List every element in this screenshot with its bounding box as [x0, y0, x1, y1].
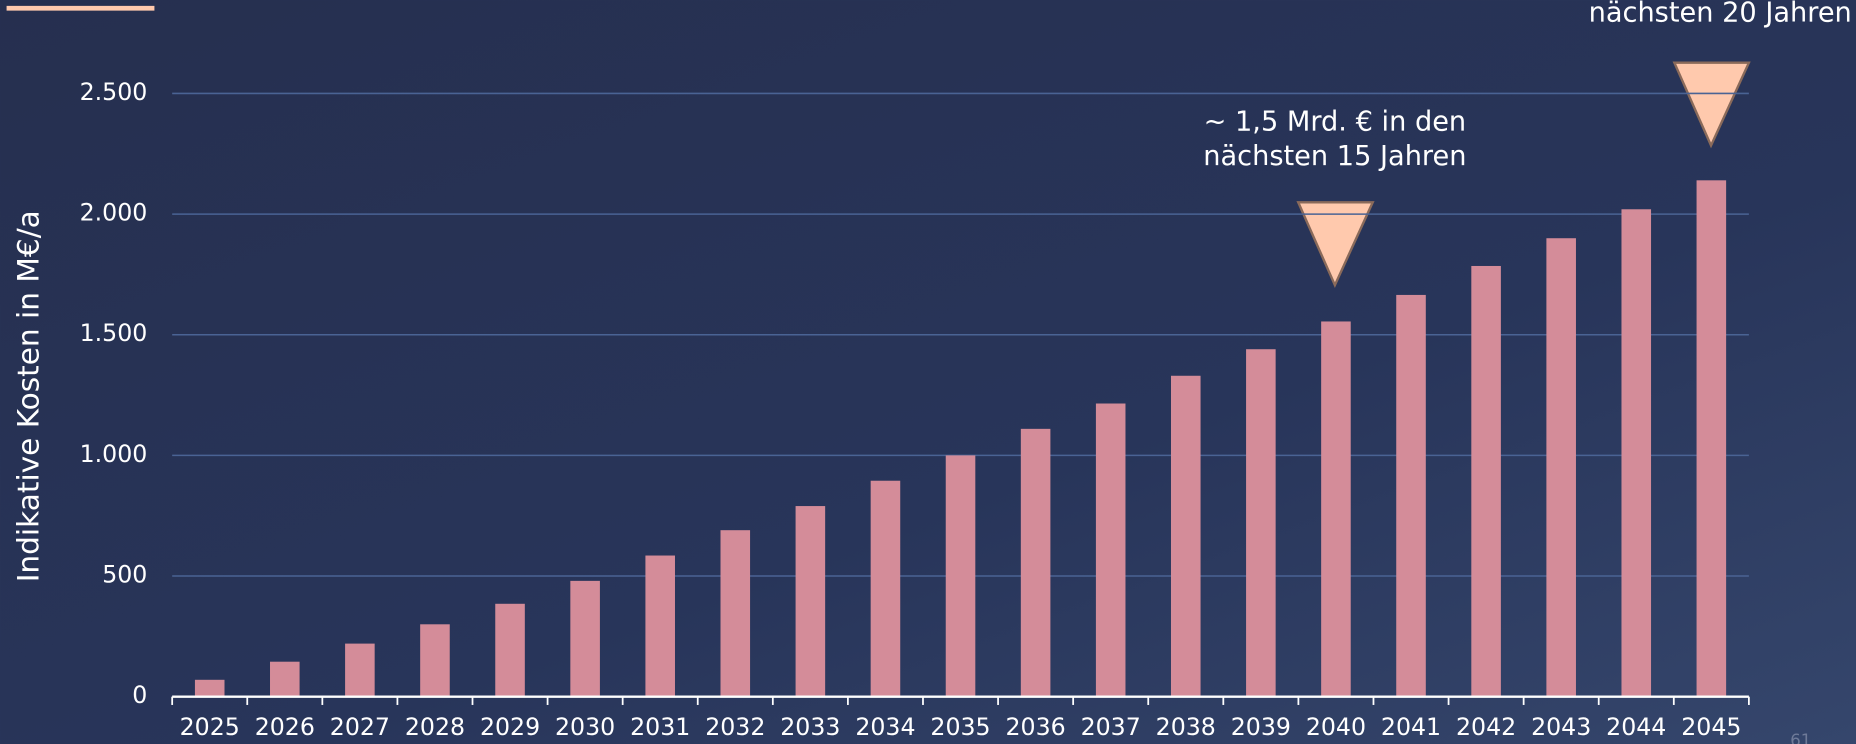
x-tick-label: 2031: [630, 713, 690, 741]
annotation: nächsten 20 Jahren: [1589, 0, 1852, 29]
annotation: ~ 1,5 Mrd. € in den: [1204, 107, 1467, 138]
bar: [720, 530, 751, 697]
bar: [1546, 238, 1576, 697]
y-tick-label: 2.000: [80, 199, 148, 227]
bar: [1396, 294, 1426, 697]
y-tick-label: 1.000: [80, 440, 148, 468]
bar: [1246, 349, 1276, 697]
x-tick-label: 2036: [1006, 713, 1066, 741]
x-tick-label: 2038: [1156, 713, 1216, 741]
x-tick-label: 2042: [1456, 713, 1516, 741]
bar: [870, 480, 901, 697]
bar: [1696, 180, 1727, 697]
bar: [1321, 321, 1351, 697]
x-tick-label: 2037: [1081, 713, 1141, 741]
bar: [495, 603, 525, 697]
bar: [345, 643, 375, 697]
bar: [1471, 265, 1501, 697]
x-tick-label: 2039: [1231, 713, 1291, 741]
x-tick-label: 2040: [1306, 713, 1366, 741]
bar: [270, 661, 300, 697]
x-tick-label: 2043: [1531, 713, 1591, 741]
x-tick-label: 2029: [480, 713, 540, 741]
y-tick-label: 1.500: [80, 319, 148, 347]
y-axis-label: Indikative Kosten in M€/a: [12, 210, 46, 582]
x-tick-label: 2026: [255, 713, 315, 741]
bar: [1621, 209, 1652, 697]
bar: [795, 506, 826, 697]
x-tick-label: 2030: [555, 713, 615, 741]
x-tick-label: 2035: [930, 713, 990, 741]
x-tick-label: 2027: [330, 713, 390, 741]
bar: [945, 455, 976, 697]
bar: [1095, 403, 1126, 697]
x-tick-label: 2032: [705, 713, 765, 741]
x-tick-label: 2028: [405, 713, 465, 741]
annotation-marker: [1672, 61, 1751, 149]
y-tick-label: 0: [132, 681, 147, 709]
annotation-marker: [1296, 201, 1375, 288]
x-tick-label: 2034: [855, 713, 915, 741]
x-tick-label: 2044: [1606, 713, 1666, 741]
x-tick-label: 2045: [1681, 713, 1741, 741]
bar: [420, 624, 450, 697]
page-number: 61: [1790, 731, 1811, 744]
x-tick-label: 2041: [1381, 713, 1441, 741]
bar: [194, 679, 225, 697]
bar: [645, 555, 675, 697]
bar: [570, 580, 600, 697]
bar: [1170, 375, 1201, 697]
y-tick-label: 500: [102, 561, 147, 589]
bar: [1020, 428, 1051, 697]
x-tick-label: 2033: [780, 713, 840, 741]
annotation: nächsten 15 Jahren: [1203, 141, 1466, 172]
y-tick-label: 2.500: [80, 78, 148, 106]
x-tick-label: 2025: [180, 713, 240, 741]
